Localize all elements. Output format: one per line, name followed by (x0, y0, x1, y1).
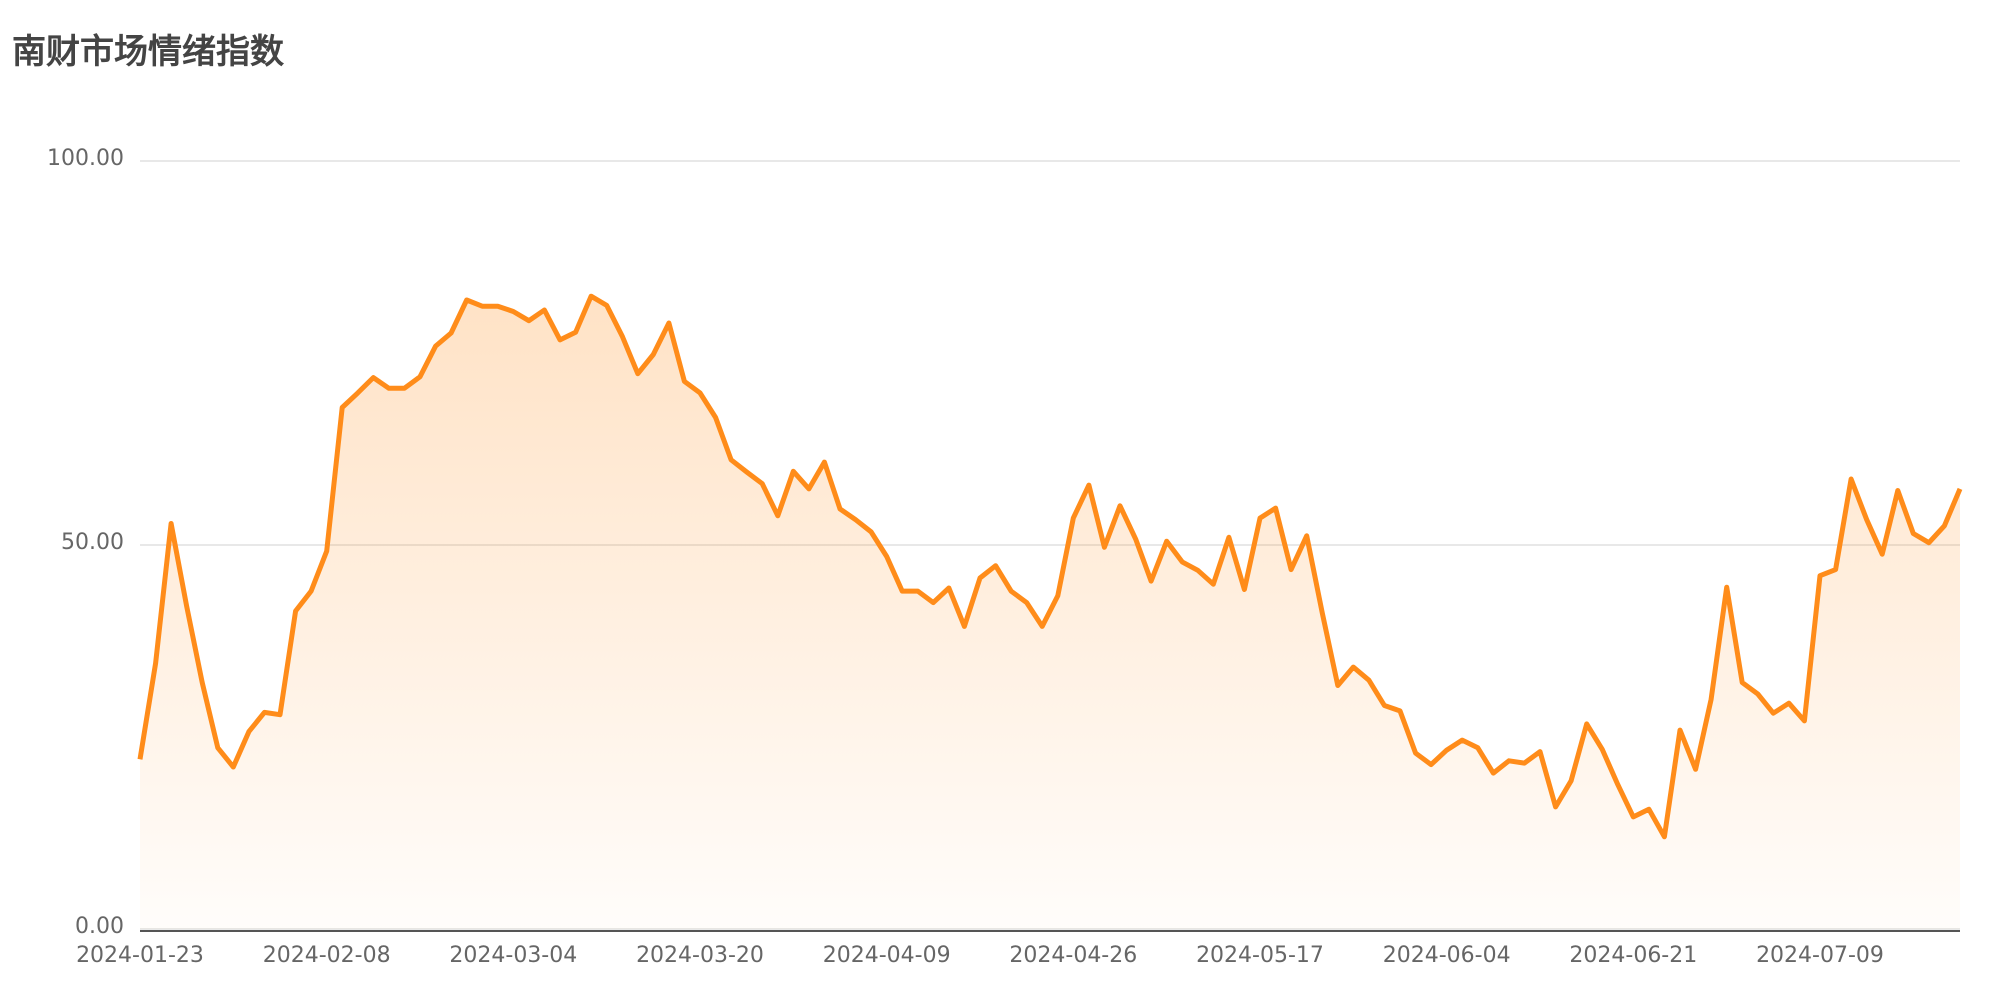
y-tick-label: 100.00 (47, 146, 124, 171)
y-tick-label: 50.00 (61, 530, 124, 555)
x-tick-label: 2024-03-04 (449, 943, 577, 968)
x-tick-label: 2024-07-09 (1756, 943, 1884, 968)
x-tick-label: 2024-06-04 (1383, 943, 1511, 968)
x-tick-label: 2024-05-17 (1196, 943, 1324, 968)
line (137, 293, 1963, 840)
y-tick-label: 0.00 (75, 914, 124, 939)
x-tick-label: 2024-03-20 (636, 943, 764, 968)
x-tick-label: 2024-06-21 (1569, 943, 1697, 968)
x-tick-label: 2024-01-23 (76, 943, 204, 968)
x-tick-label: 2024-04-26 (1009, 943, 1137, 968)
x-tick-label: 2024-04-09 (823, 943, 951, 968)
chart-title: 南财市场情绪指数 (12, 32, 284, 72)
x-tick-label: 2024-02-08 (263, 943, 391, 968)
